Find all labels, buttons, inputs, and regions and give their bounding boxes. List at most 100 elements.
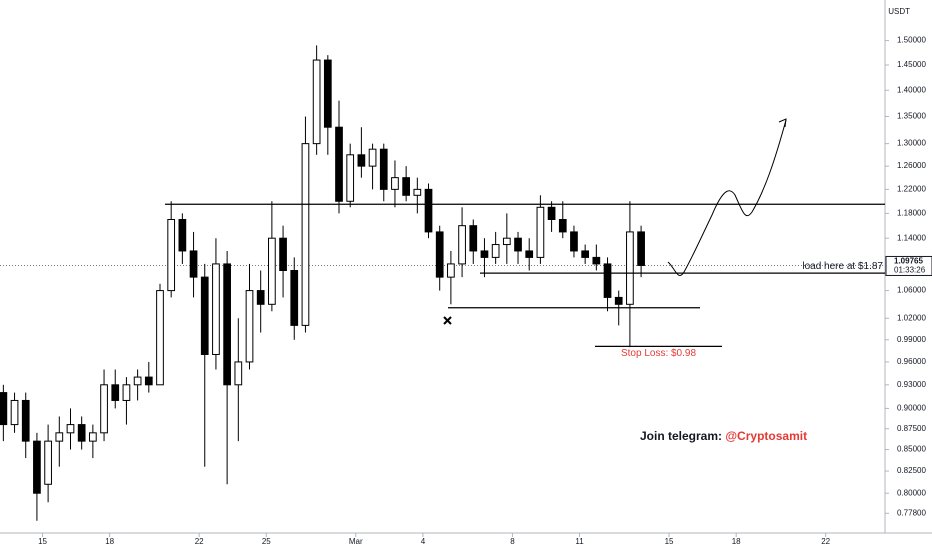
- y-tick-label: 0.99000: [897, 335, 926, 344]
- price-tag-value: 1.09765: [894, 257, 923, 266]
- candle-body: [212, 263, 220, 355]
- y-tick-label: 1.18000: [897, 208, 926, 217]
- candle-body: [435, 231, 444, 278]
- level-label: load here at $1.87: [802, 261, 883, 272]
- candle-body: [200, 276, 209, 355]
- candle-body: [279, 237, 287, 271]
- candle-body: [581, 250, 590, 258]
- candle-body: [368, 148, 377, 167]
- candle-body: [312, 59, 321, 145]
- candle-body: [144, 376, 153, 386]
- x-tick-label: 22: [195, 537, 204, 546]
- x-tick-label: 15: [665, 537, 674, 546]
- x-marker-stroke: [443, 316, 452, 325]
- candle-body: [268, 237, 276, 305]
- candle-body: [402, 177, 410, 196]
- candle-body: [480, 250, 489, 258]
- y-tick-label: 1.40000: [897, 85, 926, 94]
- candle-body: [156, 290, 164, 386]
- y-tick-label: 0.96000: [897, 357, 926, 366]
- candle-body: [89, 432, 97, 442]
- y-tick-label: 0.93000: [897, 380, 926, 389]
- y-tick-label: 1.45000: [897, 60, 926, 69]
- plot-area: [0, 45, 885, 521]
- candle-body: [469, 225, 478, 252]
- y-tick-label: 0.90000: [897, 404, 926, 413]
- x-tick-label: 15: [38, 537, 47, 546]
- candle-body: [133, 376, 142, 386]
- candle-body: [77, 424, 86, 442]
- candle-body: [33, 440, 41, 494]
- y-tick-label: 1.26000: [897, 161, 926, 170]
- y-tick-label: 1.50000: [897, 36, 926, 45]
- price-tag-countdown: 01:33:26: [894, 266, 926, 275]
- candle-body: [458, 225, 466, 265]
- candle-body: [357, 154, 366, 167]
- candle-body: [189, 250, 198, 278]
- candle-body: [379, 148, 388, 190]
- x-tick-label: 4: [421, 537, 426, 546]
- candle-body: [514, 237, 522, 252]
- candle-body: [558, 218, 567, 233]
- candle-body: [603, 263, 612, 298]
- price-tag: [885, 255, 932, 276]
- y-tick-label: 1.02000: [897, 313, 926, 322]
- y-tick-label: 0.82500: [897, 466, 926, 475]
- candle-body: [592, 256, 601, 265]
- candle-body: [0, 392, 8, 426]
- x-tick-label: 11: [575, 537, 584, 546]
- candle-body: [614, 296, 623, 305]
- x-tick-label: 8: [510, 537, 515, 546]
- x-marker: [443, 316, 452, 325]
- candle-body: [167, 218, 176, 292]
- x-tick-label: 25: [262, 537, 271, 546]
- candle-body: [10, 399, 19, 426]
- projection-arrow: [778, 118, 787, 128]
- y-tick-label: 0.87500: [897, 424, 926, 433]
- candle-body: [21, 399, 30, 442]
- candle-body: [525, 250, 534, 258]
- candle-body: [55, 432, 64, 442]
- candle-body: [424, 188, 433, 233]
- telegram-handle: @Cryptosamit: [725, 429, 807, 443]
- candle-body: [491, 244, 500, 258]
- x-tick-label: Mar: [349, 537, 363, 546]
- candle-body: [547, 206, 556, 220]
- y-tick-label: 0.80000: [897, 488, 926, 497]
- x-tick-label: 22: [821, 537, 830, 546]
- candle-body: [178, 218, 187, 252]
- y-tick-label: 1.22000: [897, 184, 926, 193]
- candle-body: [626, 231, 634, 305]
- y-tick-label: 0.85000: [897, 445, 926, 454]
- candle-body: [413, 188, 422, 196]
- candle-body: [66, 424, 75, 434]
- candle-body: [234, 361, 243, 386]
- candle-body: [447, 263, 455, 278]
- candle-body: [301, 143, 310, 326]
- candle-body: [323, 59, 332, 128]
- y-tick-label: 1.06000: [897, 286, 926, 295]
- candle-body: [346, 154, 355, 202]
- currency-label: USDT: [888, 7, 910, 16]
- y-tick-label: 0.77800: [897, 508, 926, 517]
- candle-body: [256, 290, 265, 305]
- candle-body: [570, 231, 578, 252]
- candle-body: [44, 440, 52, 485]
- candle-body: [111, 384, 120, 401]
- telegram-note: Join telegram: @Cryptosamit: [640, 429, 807, 443]
- candle-body: [223, 263, 231, 386]
- y-tick-label: 1.14000: [897, 233, 926, 242]
- candle-body: [335, 126, 343, 202]
- candle-body: [290, 269, 299, 326]
- telegram-text: Join telegram:: [640, 429, 725, 443]
- candle-body: [637, 231, 645, 266]
- candle-body: [245, 290, 254, 363]
- y-tick-label: 1.30000: [897, 139, 926, 148]
- candle-body: [502, 237, 511, 246]
- stop-loss-label: Stop Loss: $0.98: [621, 348, 696, 359]
- x-tick-label: 18: [105, 537, 114, 546]
- candle-body: [100, 384, 108, 434]
